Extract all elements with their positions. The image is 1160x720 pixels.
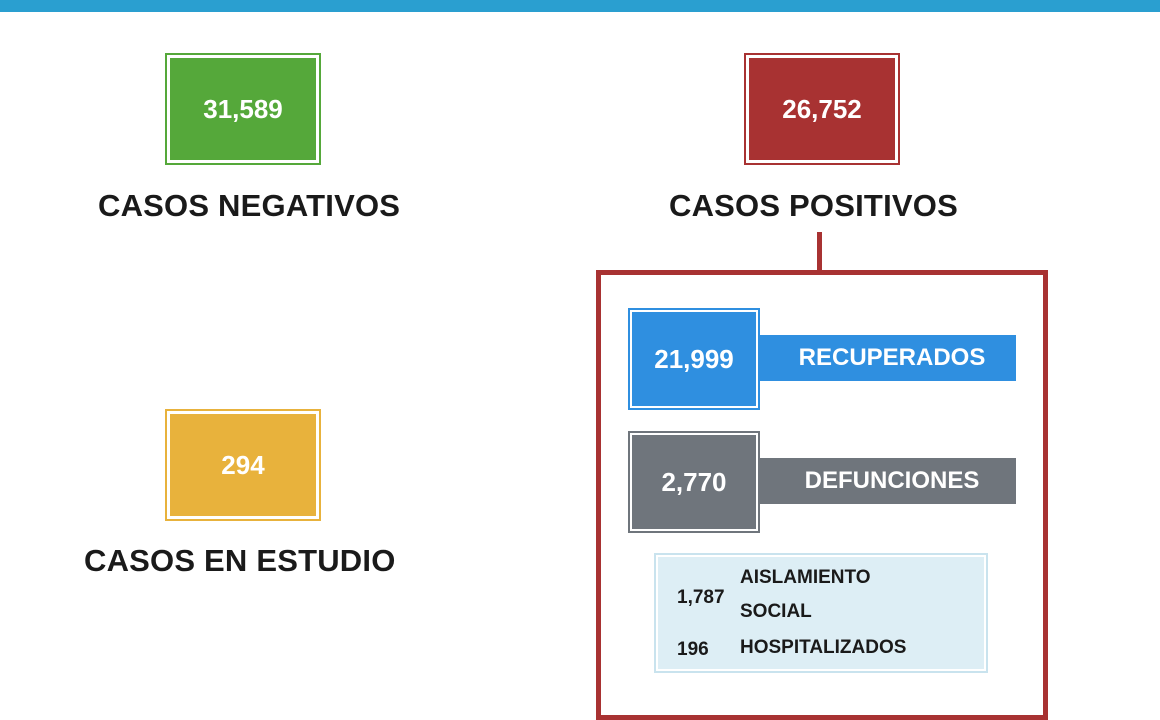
hospitalized-value: 196	[677, 639, 709, 660]
negative-cases-value-box: 31,589	[165, 53, 321, 165]
positive-cases-value-box: 26,752	[744, 53, 900, 165]
isolation-label-line2: SOCIAL	[740, 601, 812, 622]
recovered-value-box: 21,999	[628, 308, 760, 410]
deaths-label-bar: DEFUNCIONES	[760, 458, 1016, 504]
positive-cases-label: CASOS POSITIVOS	[669, 188, 958, 223]
negative-cases-label: CASOS NEGATIVOS	[98, 188, 401, 223]
deaths-value-box: 2,770	[628, 431, 760, 533]
isolation-label-line1: AISLAMIENTO	[740, 567, 871, 588]
study-cases-label: CASOS EN ESTUDIO	[84, 543, 396, 578]
study-cases-value-box: 294	[165, 409, 321, 521]
top-accent-bar	[0, 0, 1160, 12]
positive-connector-line	[817, 232, 822, 272]
recovered-label-bar: RECUPERADOS	[760, 335, 1016, 381]
isolation-value: 1,787	[677, 587, 725, 608]
active-cases-detail-box: 1,787 AISLAMIENTO SOCIAL 196 HOSPITALIZA…	[654, 553, 988, 673]
hospitalized-label: HOSPITALIZADOS	[740, 637, 907, 658]
